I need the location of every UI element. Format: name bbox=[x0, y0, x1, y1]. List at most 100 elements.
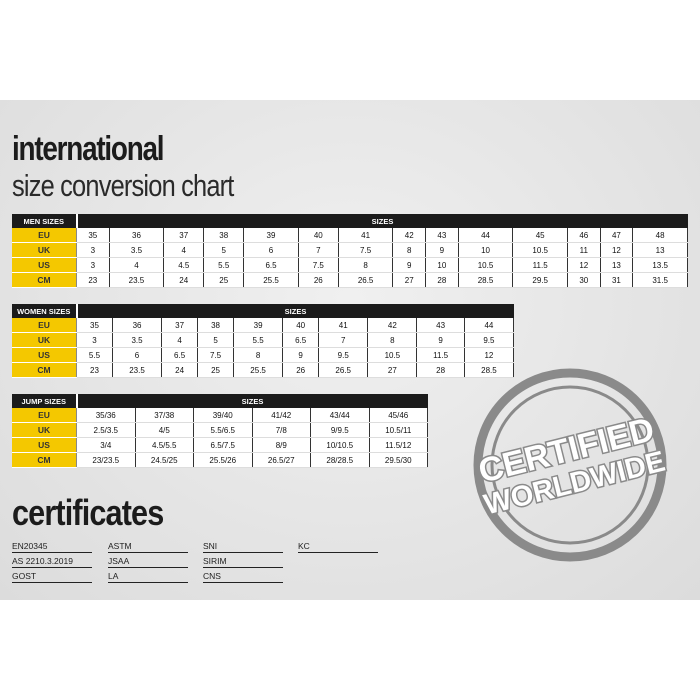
size-cell: 4/5 bbox=[135, 422, 194, 438]
size-cell: 41/42 bbox=[252, 408, 311, 423]
size-cell: 38 bbox=[197, 318, 235, 333]
table-label-header: WOMEN SIZES bbox=[12, 304, 78, 318]
size-cell: 5.5 bbox=[203, 257, 245, 273]
size-cell: 10.5 bbox=[458, 257, 514, 273]
size-cell: 7.5 bbox=[197, 347, 235, 363]
table-row: UK 2.5/3.5 4/5 5.5/6.5 7/8 9/9.5 10.5/11 bbox=[12, 422, 428, 438]
size-cell: 28/28.5 bbox=[310, 452, 370, 468]
size-cell: 6 bbox=[112, 347, 163, 363]
size-cell: 35 bbox=[76, 228, 110, 243]
row-label: CM bbox=[12, 452, 77, 468]
size-cell: 36 bbox=[112, 318, 163, 333]
size-cell: 10.5/11 bbox=[369, 422, 428, 438]
size-cell: 43/44 bbox=[310, 408, 370, 423]
row-label: UK bbox=[12, 422, 77, 438]
row-label: US bbox=[12, 257, 77, 273]
size-cell: 11.5 bbox=[512, 257, 568, 273]
certificate-item: AS 2210.3.2019 bbox=[12, 555, 92, 568]
size-cell: 8 bbox=[392, 242, 427, 258]
size-cell: 31.5 bbox=[632, 272, 688, 288]
size-cell: 12 bbox=[567, 257, 601, 273]
size-cell: 12 bbox=[600, 242, 634, 258]
size-cell: 13.5 bbox=[632, 257, 688, 273]
sizes-header: SIZES bbox=[76, 304, 514, 318]
size-cell: 29.5/30 bbox=[369, 452, 428, 468]
size-cell: 5.5 bbox=[233, 332, 284, 348]
size-cell: 8 bbox=[338, 257, 394, 273]
certificate-item: SNI bbox=[203, 540, 283, 553]
size-cell: 41 bbox=[338, 228, 394, 243]
size-cell: 10.5 bbox=[367, 347, 418, 363]
size-cell: 9 bbox=[416, 332, 465, 348]
size-cell: 26 bbox=[282, 362, 320, 378]
size-cell: 44 bbox=[458, 228, 514, 243]
size-cell: 26.5/27 bbox=[252, 452, 311, 468]
size-cell: 39 bbox=[243, 228, 299, 243]
sizes-header: SIZES bbox=[76, 214, 688, 228]
size-cell: 6.5 bbox=[161, 347, 199, 363]
size-cell: 25.5 bbox=[243, 272, 299, 288]
size-cell: 43 bbox=[425, 228, 459, 243]
size-cell: 24 bbox=[163, 272, 205, 288]
table-row: CM 23 23.5 24 25 25.5 26 26.5 27 28 28.5 29.5 30 31 31… bbox=[12, 272, 688, 288]
size-cell: 4 bbox=[161, 332, 199, 348]
certificate-item: KC bbox=[298, 540, 378, 553]
table-row: US 3/4 4.5/5.5 6.5/7.5 8/9 10/10.5 11.5/12 bbox=[12, 437, 428, 453]
size-cell: 6 bbox=[243, 242, 299, 258]
table-row: EU 35/36 37/38 39/40 41/42 43/44 45/46 bbox=[12, 408, 428, 423]
size-cell: 27 bbox=[392, 272, 427, 288]
row-label: UK bbox=[12, 242, 77, 258]
size-cell: 41 bbox=[318, 318, 369, 333]
size-cell: 37/38 bbox=[135, 408, 194, 423]
size-cell: 9.5 bbox=[318, 347, 369, 363]
size-cell: 9 bbox=[282, 347, 320, 363]
table-row: EU 35 36 37 38 39 40 41 42 43 44 bbox=[12, 318, 515, 333]
size-cell: 8/9 bbox=[252, 437, 311, 453]
size-cell: 7/8 bbox=[252, 422, 311, 438]
size-cell: 45 bbox=[512, 228, 568, 243]
size-cell: 13 bbox=[632, 242, 688, 258]
size-cell: 28 bbox=[416, 362, 465, 378]
certificate-item: SIRIM bbox=[203, 555, 283, 568]
size-cell: 24.5/25 bbox=[135, 452, 194, 468]
size-cell: 4.5 bbox=[163, 257, 205, 273]
certified-worldwide-stamp: CERTIFIED WORLDWIDE bbox=[473, 368, 670, 562]
size-cell: 27 bbox=[367, 362, 418, 378]
size-cell: 9.5 bbox=[464, 332, 515, 348]
size-cell: 5 bbox=[203, 242, 245, 258]
size-cell: 10 bbox=[425, 257, 459, 273]
row-label: US bbox=[12, 437, 77, 453]
size-cell: 29.5 bbox=[512, 272, 568, 288]
certificate-item: GOST bbox=[12, 570, 92, 583]
size-cell: 44 bbox=[464, 318, 515, 333]
size-cell: 38 bbox=[203, 228, 245, 243]
size-cell: 31 bbox=[600, 272, 634, 288]
size-cell: 23/23.5 bbox=[76, 452, 136, 468]
size-cell: 23 bbox=[76, 362, 113, 378]
women-sizes-table: WOMEN SIZES SIZES EU 35 36 37 38 39 40 41 42 43 44 UK… bbox=[12, 304, 515, 378]
size-cell: 3.5 bbox=[109, 242, 165, 258]
table-row: UK 3 3.5 4 5 5.5 6.5 7 8 9 9.5 bbox=[12, 332, 515, 348]
size-cell: 12 bbox=[464, 347, 515, 363]
size-cell: 10.5 bbox=[512, 242, 568, 258]
certificate-item: ASTM bbox=[108, 540, 188, 553]
size-cell: 3 bbox=[76, 257, 110, 273]
row-label: EU bbox=[12, 228, 77, 243]
size-cell: 23 bbox=[76, 272, 110, 288]
table-row: US 3 4 4.5 5.5 6.5 7.5 8 9 10 10.5 11.5 12 13 13.5 bbox=[12, 257, 688, 273]
certificate-item: CNS bbox=[203, 570, 283, 583]
size-cell: 3/4 bbox=[76, 437, 136, 453]
size-cell: 26 bbox=[298, 272, 339, 288]
table-row: EU 35 36 37 38 39 40 41 42 43 44 45 46 47 48 bbox=[12, 228, 688, 243]
size-cell: 7 bbox=[298, 242, 339, 258]
certificates-heading: certificates bbox=[12, 492, 164, 533]
certificate-item: JSAA bbox=[108, 555, 188, 568]
size-cell: 5.5/6.5 bbox=[193, 422, 253, 438]
size-cell: 6.5 bbox=[243, 257, 299, 273]
size-cell: 43 bbox=[416, 318, 465, 333]
size-cell: 30 bbox=[567, 272, 601, 288]
size-cell: 37 bbox=[163, 228, 205, 243]
size-cell: 4.5/5.5 bbox=[135, 437, 194, 453]
table-label-header: MEN SIZES bbox=[12, 214, 78, 228]
size-cell: 25.5/26 bbox=[193, 452, 253, 468]
